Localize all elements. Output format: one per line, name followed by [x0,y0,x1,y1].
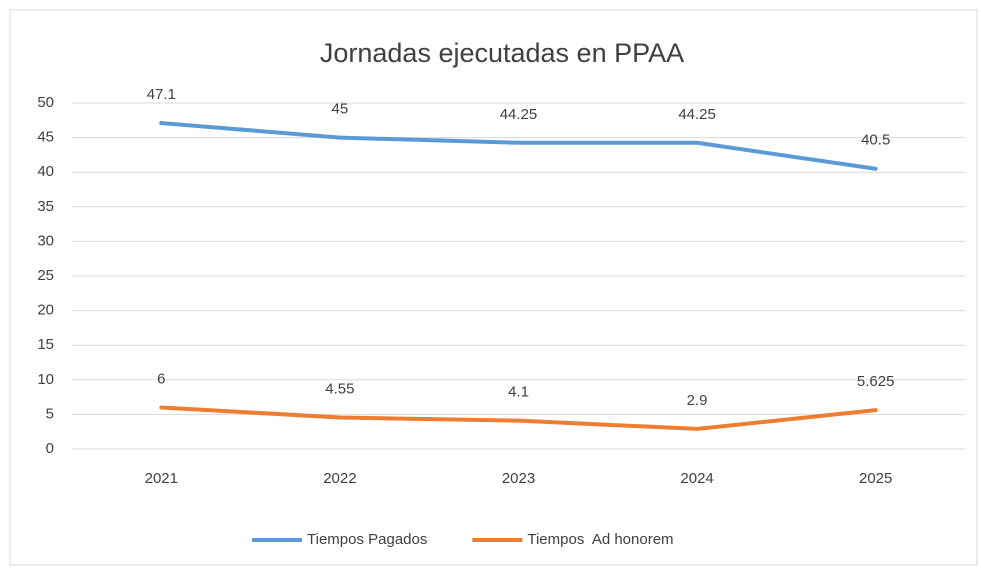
y-tick-label: 30 [37,232,54,249]
y-tick-label: 35 [37,198,54,215]
x-tick-label: 2025 [859,470,892,487]
data-label: 44.25 [678,106,716,123]
data-label: 4.55 [325,380,354,397]
y-tick-label: 40 [37,163,54,180]
chart-title: Jornadas ejecutadas en PPAA [320,38,684,68]
line-series [159,121,878,171]
y-tick-label: 15 [37,336,54,353]
x-tick-label: 2022 [323,470,356,487]
y-tick-label: 25 [37,267,54,284]
y-tick-label: 45 [37,129,54,146]
data-label: 6 [157,370,165,387]
x-tick-label: 2021 [145,470,178,487]
y-tick-label: 10 [37,371,54,388]
data-label: 44.25 [500,106,538,123]
data-label: 40.5 [861,132,890,149]
x-tick-label: 2023 [502,470,535,487]
data-label: 47.1 [147,86,176,103]
y-tick-label: 20 [37,302,54,319]
x-tick-label: 2024 [680,470,713,487]
line-series [159,405,878,431]
data-label: 45 [332,101,349,118]
y-tick-label: 0 [46,440,54,457]
legend-label: Tiempos Ad honorem [527,531,673,548]
data-label: 4.1 [508,384,529,401]
data-label: 2.9 [687,392,708,409]
legend-label: Tiempos Pagados [307,531,427,548]
data-label: 5.625 [857,373,895,390]
y-tick-label: 50 [37,94,54,111]
y-tick-label: 5 [46,405,54,422]
